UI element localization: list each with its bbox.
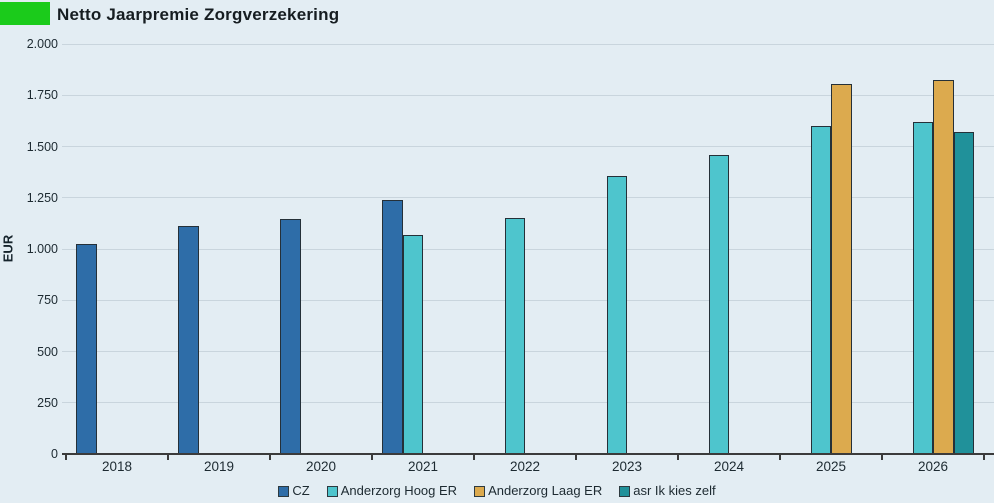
x-tick: [269, 455, 271, 460]
gridline: [62, 402, 994, 404]
legend-item-anderzorg-laag-er[interactable]: Anderzorg Laag ER: [474, 484, 602, 498]
legend-label: Anderzorg Laag ER: [488, 483, 603, 498]
y-tick-label: 0: [51, 447, 58, 461]
chart-title: Netto Jaarpremie Zorgverzekering: [57, 5, 340, 24]
gridline: [62, 248, 994, 250]
x-tick-label: 2023: [611, 459, 643, 474]
legend-marker: [326, 485, 338, 497]
bar-2026-anderzorg-hoog-er[interactable]: [912, 121, 933, 454]
x-tick: [65, 455, 67, 460]
legend: CZ Anderzorg Hoog ER Anderzorg Laag ER asr …: [0, 481, 994, 501]
legend-marker: [619, 485, 631, 497]
gridline: [62, 146, 994, 147]
bar-2026-asr-ik-kies-zelf[interactable]: [953, 132, 974, 454]
legend-marker: [474, 485, 486, 497]
bar-2026-anderzorg-laag-er[interactable]: [933, 80, 954, 454]
x-tick: [779, 455, 781, 460]
x-tick: [473, 455, 475, 460]
legend-item-anderzorg-hoog-er[interactable]: Anderzorg Hoog ER: [326, 483, 458, 498]
bar-2023-anderzorg-hoog-er[interactable]: [606, 176, 627, 454]
bar-2019-cz[interactable]: [178, 226, 199, 454]
bar-2024-anderzorg-hoog-er[interactable]: [708, 154, 729, 454]
y-tick-label: 1.250: [26, 190, 58, 205]
x-tick-label: 2019: [203, 459, 235, 474]
y-tick-label: 2.000: [26, 37, 58, 51]
gridline: [62, 94, 994, 96]
gridline: [62, 197, 994, 199]
x-tick-label: 2025: [815, 459, 847, 474]
x-tick: [881, 455, 883, 460]
x-tick-label: 2024: [713, 459, 745, 474]
x-tick-label: 2018: [101, 459, 133, 474]
y-tick-label: 1.000: [26, 242, 58, 256]
gridline: [62, 351, 994, 352]
gridline: [62, 299, 994, 301]
x-tick: [677, 455, 679, 460]
legend-item-cz[interactable]: CZ: [278, 483, 310, 498]
x-tick-label: 2020: [305, 459, 337, 474]
x-tick-label: 2021: [407, 459, 439, 474]
legend-marker: [278, 485, 290, 497]
x-tick: [371, 455, 373, 460]
x-tick-label: 2022: [509, 459, 541, 474]
legend-label: asr Ik kies zelf: [633, 483, 716, 498]
y-tick-label: 1.500: [26, 139, 58, 154]
brand-color-block: [0, 2, 50, 25]
y-tick-label: 1.750: [26, 88, 58, 103]
bar-2018-cz[interactable]: [76, 244, 97, 454]
gridline: [62, 43, 994, 45]
y-tick-label: 750: [37, 293, 58, 308]
legend-label: Anderzorg Hoog ER: [340, 483, 458, 498]
x-tick: [575, 455, 577, 460]
bar-2025-anderzorg-hoog-er[interactable]: [810, 126, 831, 454]
legend-label: CZ: [292, 483, 310, 498]
bar-2020-cz[interactable]: [280, 219, 301, 454]
x-axis-line: [62, 453, 994, 455]
x-tick: [983, 455, 985, 460]
bar-2025-anderzorg-laag-er[interactable]: [831, 84, 852, 454]
bar-2021-anderzorg-hoog-er[interactable]: [402, 235, 423, 454]
x-tick-label: 2026: [917, 459, 949, 474]
legend-item-asr-ik-kies-zelf[interactable]: asr Ik kies zelf: [619, 483, 716, 498]
bar-2021-cz[interactable]: [382, 200, 403, 454]
y-tick-label: 250: [37, 395, 58, 410]
bar-2022-anderzorg-hoog-er[interactable]: [504, 218, 525, 454]
x-tick: [167, 455, 169, 460]
y-tick-label: 500: [37, 344, 58, 359]
